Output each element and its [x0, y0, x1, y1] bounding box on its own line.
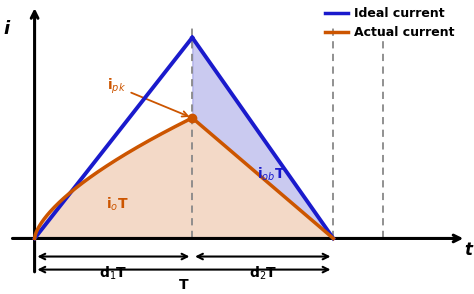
- Text: i: i: [3, 20, 9, 38]
- Legend: Ideal current, Actual current: Ideal current, Actual current: [320, 2, 459, 44]
- Text: d$_1$T: d$_1$T: [100, 265, 128, 282]
- Text: i$_o$T: i$_o$T: [106, 195, 129, 213]
- Text: i$_{ob}$T: i$_{ob}$T: [256, 165, 285, 183]
- Text: i$_{pk}$: i$_{pk}$: [107, 77, 188, 116]
- Text: t: t: [464, 240, 472, 258]
- Text: d$_2$T: d$_2$T: [249, 265, 277, 282]
- Text: T: T: [179, 278, 189, 292]
